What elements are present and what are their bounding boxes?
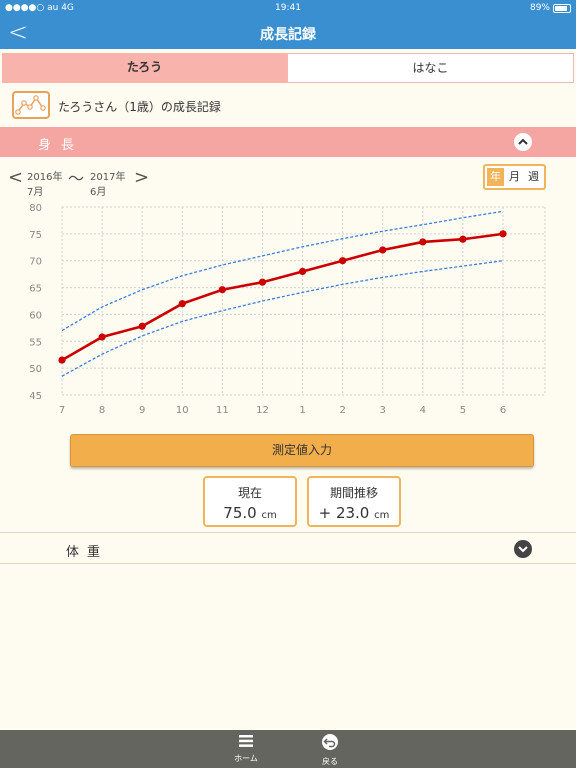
x-tick-label: 12 [256,405,269,416]
y-tick-label: 45 [29,391,42,402]
tab-taro[interactable]: たろう [2,53,287,83]
x-tick-label: 9 [139,405,145,416]
height-data-point[interactable] [178,300,186,308]
height-data-point[interactable] [98,333,106,341]
y-tick-label: 50 [29,364,42,375]
x-tick-label: 10 [176,405,189,416]
carrier-signal: ●●●●○ au 4G [5,3,74,13]
height-series-line [61,232,504,362]
menu-lines-icon [238,733,254,752]
weight-section-label: 体重 [66,545,109,560]
height-data-point[interactable] [459,235,467,243]
current-value: 75.0 [223,504,257,522]
y-tick-label: 55 [29,337,42,348]
return-button[interactable]: 戻る [310,733,350,767]
status-time: 19:41 [275,3,301,13]
height-data-point[interactable] [58,356,66,364]
x-tick-label: 7 [59,405,65,416]
chevron-up-icon[interactable] [514,133,532,151]
x-tick-label: 3 [380,405,386,416]
current-unit: cm [261,510,277,521]
y-tick-label: 75 [29,230,42,241]
return-label: 戻る [322,757,338,766]
height-data-point[interactable] [298,267,307,276]
range-end: 2017年 6月 [90,170,125,200]
x-tick-label: 11 [216,405,229,416]
weight-section-header[interactable]: 体重 [0,532,576,564]
height-data-point[interactable] [419,238,427,246]
period-change-unit: cm [374,510,390,521]
period-year[interactable]: 年 [487,168,504,186]
x-tick-label: 5 [460,405,466,416]
back-button[interactable]: < [8,18,29,46]
period-week[interactable]: 週 [528,170,539,183]
tab-hanako[interactable]: はなこ [287,53,574,83]
period-month[interactable]: 月 [509,170,520,183]
height-data-point[interactable] [218,286,226,294]
status-bar: ●●●●○ au 4G 19:41 89% [0,0,576,17]
reference-curve-line [61,260,504,377]
range-start-month: 7月 [27,187,44,198]
bottom-toolbar: ホーム 戻る [0,730,576,768]
period-selector: 年 月 週 [483,164,546,190]
x-tick-label: 2 [339,405,345,416]
nav-bar: < 成長記録 [0,17,576,49]
return-arrow-icon [321,734,339,755]
range-separator: 〜 [68,169,85,188]
y-tick-label: 65 [29,284,42,295]
reference-curve-line [61,210,504,332]
x-tick-label: 1 [299,405,305,416]
current-stat: 現在 75.0 cm [203,476,297,527]
page-title: 成長記録 [260,27,316,43]
x-tick-label: 6 [500,405,506,416]
range-end-month: 6月 [90,187,107,198]
chevron-down-icon[interactable] [514,540,532,558]
period-change-value: + 23.0 [318,504,370,522]
height-data-point[interactable] [339,257,347,265]
y-tick-label: 60 [29,310,42,321]
measure-input-button[interactable]: 測定値入力 [70,434,534,467]
next-range-button[interactable]: > [134,167,150,188]
current-label: 現在 [237,486,262,500]
growth-chart-icon [12,91,50,119]
range-start-year: 2016年 [27,172,63,183]
x-tick-label: 4 [420,405,426,416]
record-title: たろうさん（1歳）の成長記録 [58,100,221,114]
battery-icon [553,4,571,13]
current-value-row: 75.0 cm [205,504,295,522]
height-section-label: 身長 [38,138,85,153]
home-label: ホーム [234,754,258,763]
height-data-point[interactable] [379,246,387,254]
y-tick-label: 80 [29,203,42,214]
prev-range-button[interactable]: < [8,167,24,188]
period-change-stat: 期間推移 + 23.0 cm [307,476,401,527]
height-data-point[interactable] [499,230,507,238]
y-tick-label: 70 [29,257,42,268]
range-end-year: 2017年 [90,172,126,183]
height-section-header[interactable]: 身長 [0,127,576,157]
battery-percent: 89% [529,3,550,13]
height-data-point[interactable] [258,278,267,286]
range-start: 2016年 7月 [27,170,62,200]
record-header: たろうさん（1歳）の成長記録 [0,87,576,125]
home-button[interactable]: ホーム [226,733,266,764]
period-change-label: 期間推移 [329,486,378,500]
child-tabs: たろう はなこ [0,53,576,83]
x-tick-label: 8 [99,405,105,416]
period-change-value-row: + 23.0 cm [309,504,399,522]
height-data-point[interactable] [138,322,146,330]
